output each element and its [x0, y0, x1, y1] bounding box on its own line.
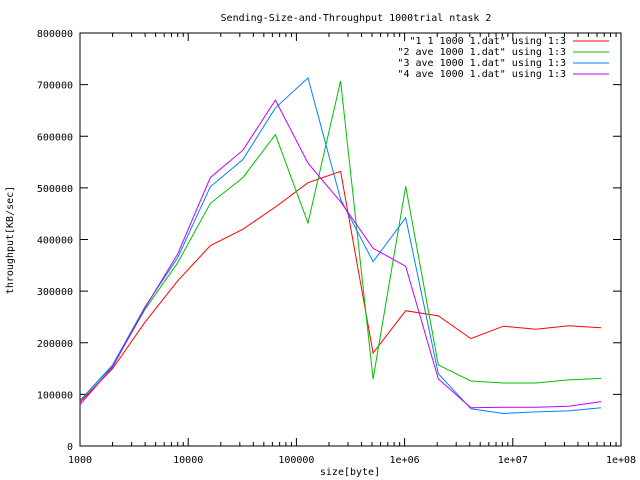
y-tick-label: 700000	[37, 81, 73, 92]
y-tick-label: 800000	[37, 29, 73, 40]
y-tick-label: 500000	[37, 184, 73, 195]
x-tick-label: 1e+08	[606, 455, 636, 466]
legend: "1 1 1000 1.dat" using 1:3"2 ave 1000 1.…	[397, 36, 609, 80]
y-tick-label: 200000	[37, 339, 73, 350]
y-tick-label: 400000	[37, 236, 73, 247]
series-line-3	[79, 76, 602, 415]
legend-entry-2: "2 ave 1000 1.dat" using 1:3	[397, 47, 566, 58]
x-tick-label: 10000	[173, 455, 203, 466]
plot-frame	[79, 32, 622, 447]
y-tick-label: 0	[67, 442, 73, 453]
x-axis: 1000 10000 100000 1e+06 1e+07 1e+08	[68, 33, 636, 466]
series-line-4	[79, 99, 602, 409]
x-tick-label: 1e+06	[390, 455, 420, 466]
y-axis: 0 100000 200000 300000 400000 500000 600000 700…	[37, 29, 621, 453]
x-tick-label: 1e+07	[498, 455, 528, 466]
x-tick-label: 100000	[278, 455, 314, 466]
legend-entry-3: "3 ave 1000 1.dat" using 1:3	[397, 58, 566, 69]
series-line-1	[79, 170, 602, 403]
series-lines	[79, 76, 602, 415]
chart-title: Sending-Size-and-Throughput 1000trial nt…	[221, 13, 492, 24]
series-line-2	[79, 80, 602, 401]
legend-entry-1: "1 1 1000 1.dat" using 1:3	[409, 36, 566, 47]
x-tick-label: 1000	[68, 455, 92, 466]
x-axis-label: size[byte]	[320, 467, 380, 478]
y-tick-label: 600000	[37, 132, 73, 143]
legend-entry-4: "4 ave 1000 1.dat" using 1:3	[397, 69, 566, 80]
y-tick-label: 100000	[37, 390, 73, 401]
y-tick-label: 300000	[37, 287, 73, 298]
y-axis-label: throughput[KB/sec]	[5, 186, 16, 294]
